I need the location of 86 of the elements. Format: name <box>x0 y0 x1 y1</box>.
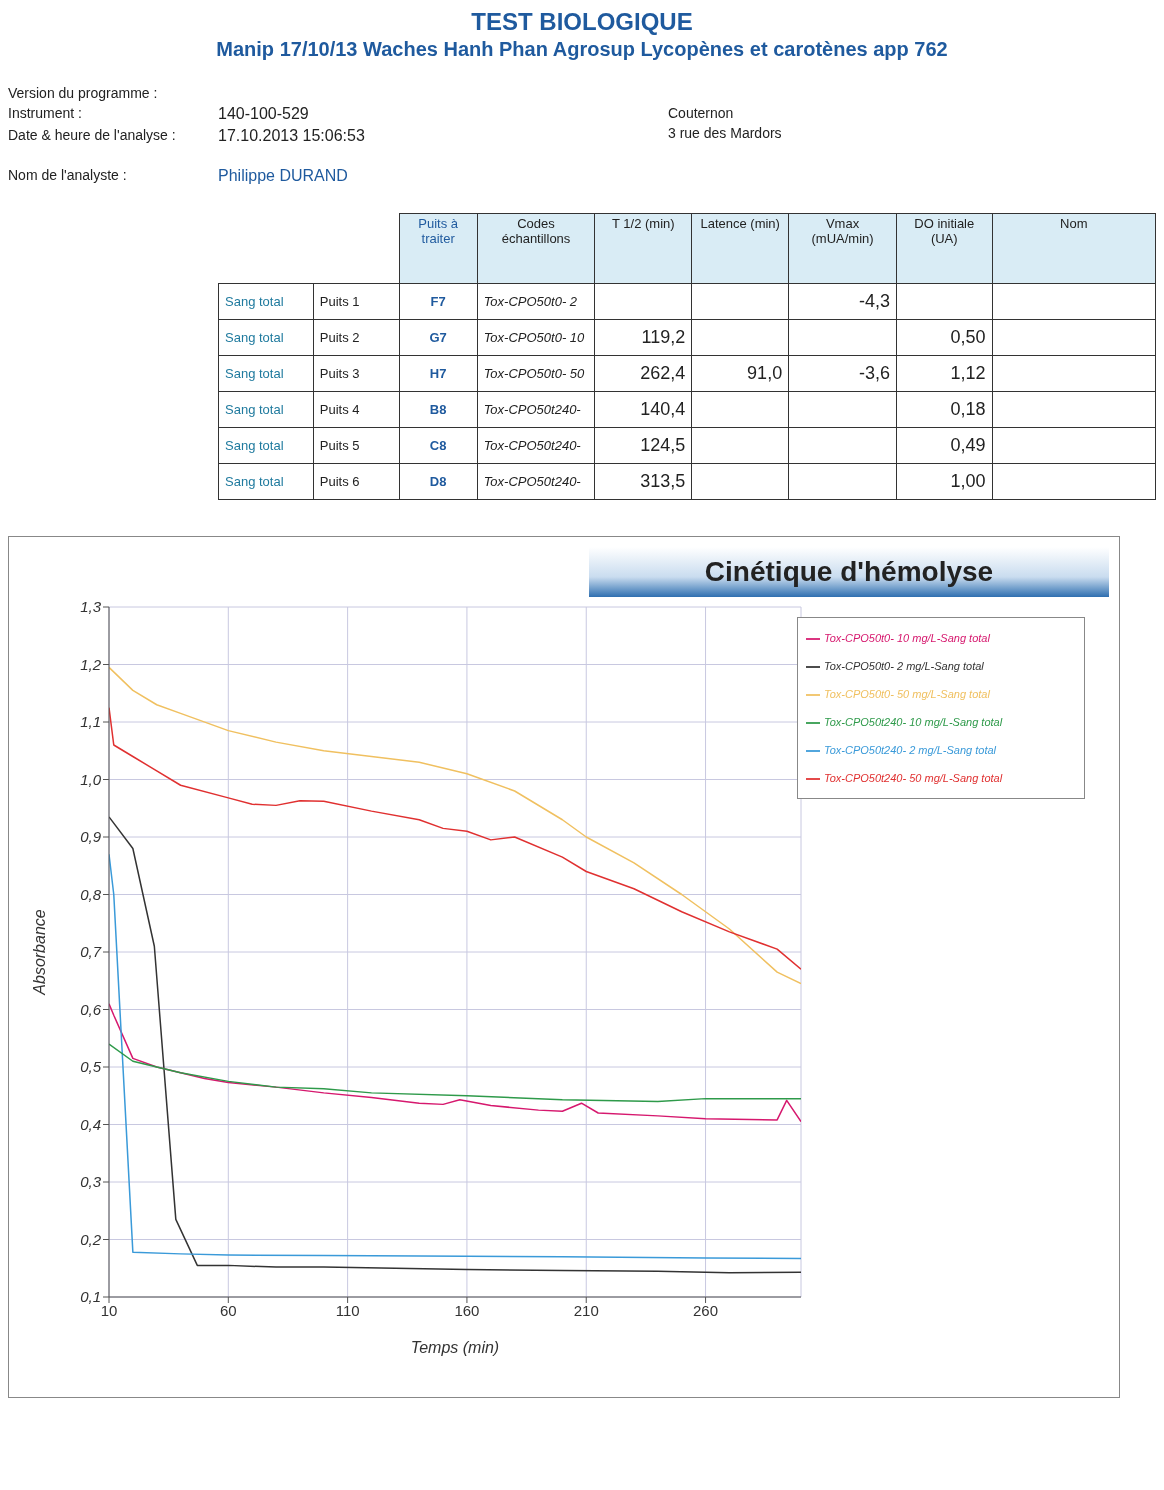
text: 0,18 <box>896 391 993 428</box>
y-tick-label: 0,6 <box>80 1000 102 1018</box>
y-tick-label: 1,3 <box>80 598 102 616</box>
legend-label: Tox-CPO50t240- 10 mg/L-Sang total <box>824 716 1003 728</box>
legend-label: Tox-CPO50t240- 2 mg/L-Sang total <box>824 744 997 756</box>
text: Tox-CPO50t240- <box>477 463 595 500</box>
x-tick-label: 210 <box>573 1301 599 1319</box>
text: TEST BIOLOGIQUE <box>470 8 694 36</box>
x-tick-label: 110 <box>335 1301 360 1319</box>
text: Puits 5 <box>313 427 400 464</box>
text: Puits 3 <box>313 355 400 392</box>
text: Sang total <box>218 319 314 356</box>
text: Nom <box>992 213 1156 284</box>
y-tick-label: 0,1 <box>80 1288 101 1306</box>
y-tick-label: 0,4 <box>80 1115 101 1133</box>
text: Puits 4 <box>313 391 400 428</box>
legend-label: Tox-CPO50t0- 10 mg/L-Sang total <box>824 632 990 644</box>
text: Tox-CPO50t0- 10 <box>477 319 595 356</box>
legend-label: Tox-CPO50t240- 50 mg/L-Sang total <box>824 772 1003 784</box>
text: 91,0 <box>691 355 789 392</box>
y-tick-label: 0,2 <box>80 1230 102 1248</box>
text: 124,5 <box>594 427 692 464</box>
text: Version du programme : <box>8 85 159 101</box>
y-axis-title: Absorbance <box>30 909 48 996</box>
line-series <box>109 1003 801 1123</box>
text: C8 <box>399 427 478 464</box>
text: Manip 17/10/13 Waches Hanh Phan Agrosup Lycopènes et carotènes app 762 <box>215 38 949 61</box>
text: Sang total <box>218 463 314 500</box>
text: Puits à traiter <box>399 213 478 284</box>
y-tick-label: 0,3 <box>80 1173 102 1191</box>
text: Tox-CPO50t240- <box>477 391 595 428</box>
y-tick-label: 1,1 <box>80 713 101 731</box>
text: Puits 2 <box>313 319 400 356</box>
text: F7 <box>399 283 478 320</box>
text: 3 rue des Mardors <box>668 125 782 141</box>
x-tick-label: 160 <box>454 1301 480 1319</box>
text: B8 <box>399 391 478 428</box>
y-tick-label: 0,5 <box>80 1058 102 1076</box>
text: 140-100-529 <box>218 105 309 123</box>
chart-title: Cinétique d'hémolyse <box>589 547 1109 597</box>
text: -4,3 <box>788 283 897 320</box>
text: 17.10.2013 15:06:53 <box>218 127 365 145</box>
text: Philippe DURAND <box>218 167 348 185</box>
text: 1,00 <box>896 463 993 500</box>
text: 0,49 <box>896 427 993 464</box>
text: Sang total <box>218 355 314 392</box>
text: 119,2 <box>594 319 692 356</box>
x-tick-label: 260 <box>693 1301 719 1319</box>
text: Nom de l'analyste : <box>8 167 128 185</box>
y-tick-label: 1,0 <box>80 770 102 788</box>
text: Tox-CPO50t0- 50 <box>477 355 595 392</box>
text: D8 <box>399 463 478 500</box>
text: 313,5 <box>594 463 692 500</box>
x-axis-title: Temps (min) <box>410 1339 500 1356</box>
text: 262,4 <box>594 355 692 392</box>
y-tick-label: 1,2 <box>80 655 102 673</box>
text: -3,6 <box>788 355 897 392</box>
x-tick-label: 60 <box>219 1301 237 1319</box>
text: Vmax (mUA/min) <box>788 213 897 284</box>
text: Tox-CPO50t240- <box>477 427 595 464</box>
text: 0,50 <box>896 319 993 356</box>
text: DO initiale (UA) <box>896 213 993 284</box>
text: Codes échantillons <box>477 213 595 284</box>
text: G7 <box>399 319 478 356</box>
text: Sang total <box>218 283 314 320</box>
y-tick-label: 0,7 <box>80 943 102 961</box>
text: H7 <box>399 355 478 392</box>
text: Instrument : <box>8 105 83 123</box>
y-tick-label: 0,8 <box>80 885 102 903</box>
text: T 1/2 (min) <box>594 213 692 284</box>
text: Tox-CPO50t0- 2 <box>477 283 595 320</box>
text: Sang total <box>218 427 314 464</box>
text: Couternon <box>668 105 735 121</box>
legend-label: Tox-CPO50t0- 2 mg/L-Sang total <box>824 660 984 672</box>
text: 1,12 <box>896 355 993 392</box>
line-series <box>109 1043 801 1103</box>
text: Puits 6 <box>313 463 400 500</box>
text: Date & heure de l'analyse : <box>8 127 177 145</box>
line-series <box>109 666 801 985</box>
text: Latence (min) <box>691 213 789 284</box>
text: Sang total <box>218 391 314 428</box>
y-tick-label: 0,9 <box>80 828 102 846</box>
text: Puits 1 <box>313 283 400 320</box>
x-tick-label: 10 <box>100 1301 118 1319</box>
text: 140,4 <box>594 391 692 428</box>
legend-label: Tox-CPO50t0- 50 mg/L-Sang total <box>824 688 990 700</box>
